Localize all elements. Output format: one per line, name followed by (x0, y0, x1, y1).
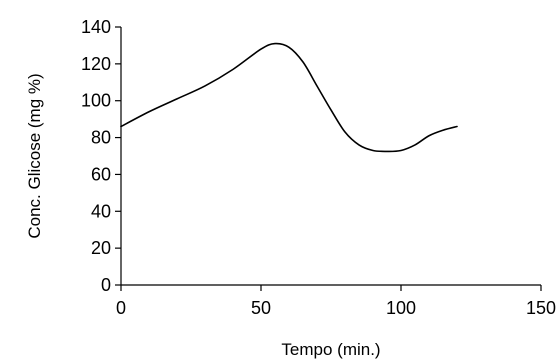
series-line-0 (120, 42, 458, 153)
y-tick-label: 140 (81, 17, 111, 37)
y-axis-title: Conc. Glicose (mg %) (25, 73, 44, 238)
x-tick-label: 100 (386, 298, 416, 318)
y-tick-label: 100 (81, 91, 111, 111)
x-tick-label: 150 (526, 298, 556, 318)
y-tick-label: 120 (81, 54, 111, 74)
y-tick-label: 0 (101, 275, 111, 295)
x-tick-label: 50 (251, 298, 271, 318)
y-tick-label: 60 (91, 164, 111, 184)
x-tick-label: 0 (116, 298, 126, 318)
y-axis (115, 26, 122, 286)
x-tick-labels: 0 50 100 150 (116, 298, 556, 318)
x-axis-title: Tempo (min.) (281, 340, 380, 359)
y-tick-label: 40 (91, 201, 111, 221)
y-tick-label: 80 (91, 128, 111, 148)
y-tick-labels: 0 20 40 60 80 100 120 140 (81, 17, 111, 295)
plot-area (120, 42, 458, 153)
y-tick-label: 20 (91, 238, 111, 258)
x-axis (120, 284, 542, 291)
